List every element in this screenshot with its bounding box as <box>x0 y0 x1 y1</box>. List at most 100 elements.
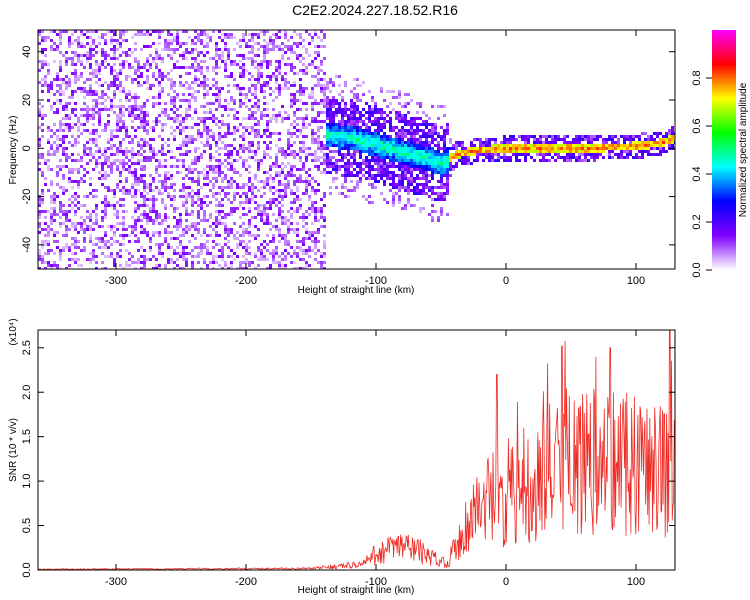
spectrogram-cell <box>56 144 59 147</box>
spectrogram-cell <box>404 165 407 168</box>
spectrogram-cell <box>71 90 74 93</box>
spectrogram-cell <box>419 129 422 132</box>
spectrogram-cell <box>59 30 62 33</box>
spectrogram-cell <box>470 141 473 144</box>
spectrogram-cell <box>125 135 128 138</box>
spectrogram-cell <box>74 78 77 81</box>
spectrogram-cell <box>521 153 524 156</box>
spectrogram-cell <box>143 63 146 66</box>
spectrogram-cell <box>311 36 314 39</box>
spectrogram-cell <box>293 141 296 144</box>
spectrogram-cell <box>269 228 272 231</box>
spectrogram-cell <box>197 216 200 219</box>
spectrogram-cell <box>74 39 77 42</box>
spectrogram-cell <box>470 153 473 156</box>
spectrogram-cell <box>527 150 530 153</box>
spectrogram-cell <box>344 114 347 117</box>
spectrogram-cell <box>257 210 260 213</box>
spectrogram-cell <box>185 213 188 216</box>
spectrogram-cell <box>74 198 77 201</box>
spectrogram-cell <box>317 159 320 162</box>
spectrogram-cell <box>224 42 227 45</box>
spectrogram-cell <box>206 138 209 141</box>
spectrogram-cell <box>158 174 161 177</box>
spectrogram-cell <box>401 138 404 141</box>
spectrogram-cell <box>254 93 257 96</box>
spectrogram-cell <box>404 177 407 180</box>
spectrogram-cell <box>314 207 317 210</box>
spectrogram-cell <box>203 30 206 33</box>
spectrogram-cell <box>494 159 497 162</box>
spectrogram-cell <box>392 174 395 177</box>
spectrogram-cell <box>329 99 332 102</box>
spectrogram-cell <box>119 72 122 75</box>
spectrogram-cell <box>437 156 440 159</box>
spectrogram-cell <box>134 219 137 222</box>
spectrogram-cell <box>317 141 320 144</box>
spectrogram-cell <box>521 138 524 141</box>
spectrogram-cell <box>221 255 224 258</box>
spectrogram-cell <box>221 60 224 63</box>
spectrogram-cell <box>317 144 320 147</box>
spectrogram-cell <box>74 252 77 255</box>
spectrogram-cell <box>437 153 440 156</box>
spectrogram-cell <box>305 222 308 225</box>
spectrogram-cell <box>410 165 413 168</box>
spectrogram-cell <box>182 54 185 57</box>
spectrogram-cell <box>254 129 257 132</box>
spectrogram-cell <box>383 117 386 120</box>
spectrogram-cell <box>134 78 137 81</box>
spectrogram-cell <box>116 147 119 150</box>
spectrogram-cell <box>248 210 251 213</box>
spectrogram-cell <box>185 30 188 33</box>
spectrogram-cell <box>404 153 407 156</box>
spectrogram-cell <box>455 156 458 159</box>
spectrogram-cell <box>416 102 419 105</box>
spectrogram-cell <box>44 78 47 81</box>
spectrogram-cell <box>47 69 50 72</box>
spectrogram-cell <box>50 183 53 186</box>
spectrogram-cell <box>425 138 428 141</box>
spectrogram-cell <box>416 111 419 114</box>
spectrogram-cell <box>233 60 236 63</box>
spectrogram-cell <box>428 195 431 198</box>
spectrogram-cell <box>65 189 68 192</box>
spectrogram-cell <box>284 165 287 168</box>
spectrogram-cell <box>575 138 578 141</box>
spectrogram-cell <box>143 150 146 153</box>
spectrogram-cell <box>50 213 53 216</box>
spectrogram-cell <box>338 129 341 132</box>
spectrogram-cell <box>59 129 62 132</box>
spectrogram-cell <box>263 84 266 87</box>
spectrogram-cell <box>320 69 323 72</box>
x-tick-label: 0 <box>503 576 509 588</box>
spectrogram-cell <box>392 165 395 168</box>
spectrogram-cell <box>533 147 536 150</box>
spectrogram-cell <box>308 33 311 36</box>
spectrogram-cell <box>170 48 173 51</box>
spectrogram-cell <box>380 87 383 90</box>
spectrogram-cell <box>605 144 608 147</box>
spectrogram-cell <box>134 93 137 96</box>
spectrogram-cell <box>428 150 431 153</box>
spectrogram-cell <box>233 102 236 105</box>
spectrogram-cell <box>215 51 218 54</box>
spectrogram-cell <box>224 216 227 219</box>
spectrogram-cell <box>137 240 140 243</box>
spectrogram-cell <box>185 144 188 147</box>
spectrogram-cell <box>59 63 62 66</box>
spectrogram-cell <box>98 171 101 174</box>
spectrogram-cell <box>71 186 74 189</box>
spectrogram-cell <box>275 120 278 123</box>
spectrogram-cell <box>380 123 383 126</box>
spectrogram-cell <box>131 51 134 54</box>
spectrogram-cell <box>209 36 212 39</box>
spectrogram-cell <box>197 228 200 231</box>
spectrogram-cell <box>425 162 428 165</box>
spectrogram-cell <box>149 189 152 192</box>
spectrogram-cell <box>524 153 527 156</box>
spectrogram-cell <box>65 114 68 117</box>
spectrogram-cell <box>164 102 167 105</box>
spectrogram-cell <box>158 162 161 165</box>
spectrogram-cell <box>125 126 128 129</box>
